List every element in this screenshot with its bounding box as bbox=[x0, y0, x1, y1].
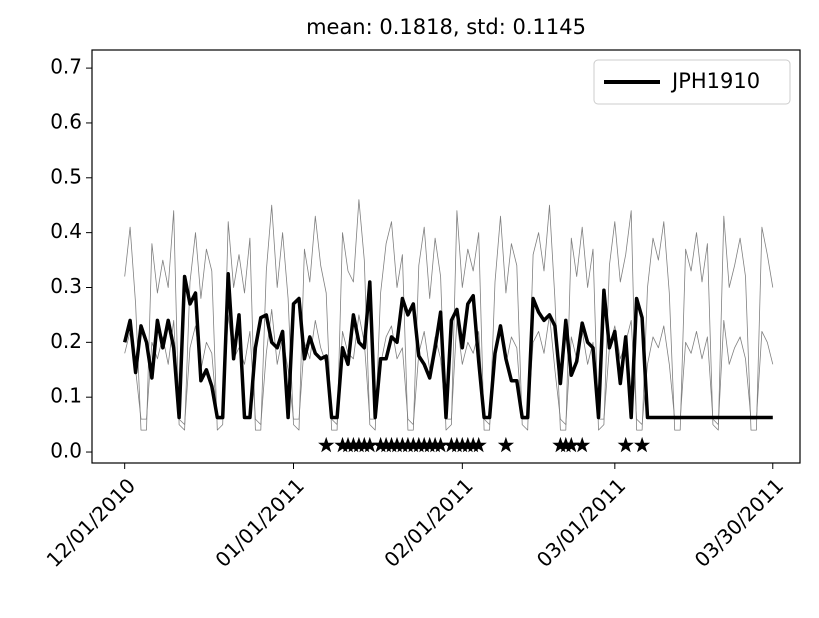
background-line bbox=[124, 199, 774, 431]
star-marker bbox=[470, 436, 487, 453]
legend-box bbox=[593, 59, 791, 105]
star-marker bbox=[318, 436, 335, 453]
star-marker bbox=[361, 436, 378, 453]
star-marker bbox=[617, 436, 634, 453]
y-tick-label: 0.3 bbox=[50, 274, 82, 298]
y-tick-label: 0.2 bbox=[50, 329, 82, 353]
x-tick-label: 03/01/2011 bbox=[532, 473, 630, 571]
y-tick-label: 0.5 bbox=[50, 164, 82, 188]
star-marker bbox=[563, 436, 580, 453]
x-tick-label: 02/01/2011 bbox=[379, 473, 477, 571]
y-tick-label: 0.6 bbox=[50, 109, 82, 133]
legend-label: JPH1910 bbox=[670, 69, 760, 93]
x-tick-label: 12/01/2010 bbox=[42, 473, 140, 571]
star-marker bbox=[497, 436, 514, 453]
star-marker bbox=[574, 436, 591, 453]
x-tick-label: 03/30/2011 bbox=[690, 473, 788, 571]
series-line bbox=[123, 272, 773, 420]
star-marker bbox=[634, 436, 651, 453]
y-tick-label: 0.1 bbox=[50, 384, 82, 408]
star-marker bbox=[432, 436, 449, 453]
x-tick-label: 01/01/2011 bbox=[210, 473, 308, 571]
plot-frame bbox=[91, 49, 801, 464]
y-tick-label: 0.4 bbox=[50, 219, 82, 243]
y-tick-label: 0.7 bbox=[50, 55, 82, 79]
y-tick-label: 0.0 bbox=[50, 439, 82, 463]
chart-title: mean: 0.1818, std: 0.1145 bbox=[306, 15, 586, 39]
